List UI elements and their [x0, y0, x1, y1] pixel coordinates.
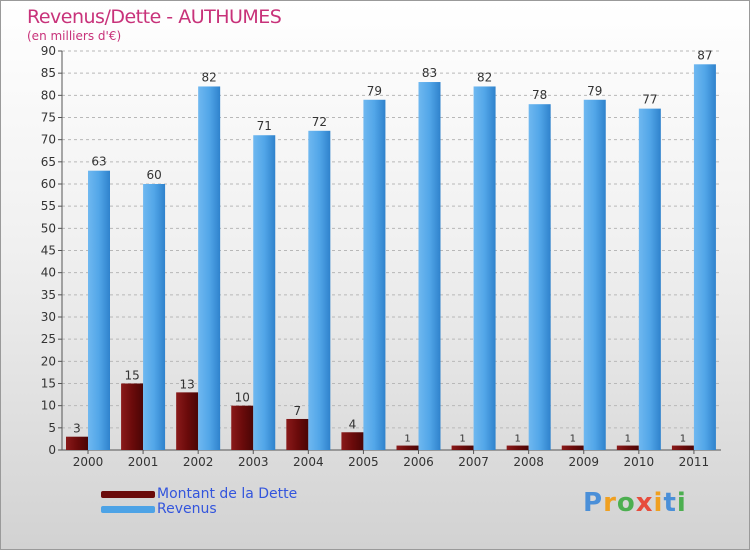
x-tick-label: 2004 [293, 455, 324, 469]
y-tick-label: 80 [41, 88, 56, 102]
data-label-dette: 3 [73, 422, 81, 436]
logo-letter: i [653, 488, 664, 518]
logo-letter: t [663, 488, 677, 518]
data-label-dette: 1 [625, 434, 631, 445]
data-label-dette: 15 [124, 369, 139, 383]
legend-label-dette: Montant de la Dette [157, 486, 298, 502]
data-label-revenus: 79 [587, 84, 602, 98]
bar-revenus [143, 184, 166, 450]
proxiti-logo: Proxiti [583, 488, 687, 518]
x-tick-label: 2006 [403, 455, 434, 469]
y-tick-label: 70 [41, 133, 56, 147]
y-tick-label: 10 [41, 399, 56, 413]
y-tick-label: 20 [41, 354, 56, 368]
data-label-revenus: 87 [697, 48, 712, 62]
bar-revenus [418, 82, 441, 451]
y-tick-label: 60 [41, 177, 56, 191]
bar-dette [671, 445, 694, 450]
data-label-dette: 1 [459, 434, 465, 445]
x-tick-label: 2002 [183, 455, 214, 469]
data-label-revenus: 77 [642, 93, 657, 107]
y-tick-label: 65 [41, 155, 56, 169]
data-label-revenus: 60 [146, 168, 161, 182]
data-label-dette: 13 [180, 377, 195, 391]
legend: Montant de la Dette Revenus [101, 486, 361, 517]
bar-dette [396, 445, 419, 450]
x-tick-label: 2011 [679, 455, 710, 469]
bar-revenus [583, 99, 606, 451]
data-label-revenus: 79 [367, 84, 382, 98]
x-tick-label: 2007 [458, 455, 489, 469]
data-label-dette: 4 [349, 417, 357, 431]
bar-dette [66, 436, 88, 450]
data-label-revenus: 83 [422, 66, 437, 80]
logo-letter: x [635, 488, 654, 518]
y-tick-label: 25 [41, 332, 56, 346]
y-tick-label: 90 [41, 44, 56, 58]
x-tick-label: 2010 [624, 455, 655, 469]
data-label-revenus: 72 [312, 115, 327, 129]
data-label-dette: 1 [570, 434, 576, 445]
data-label-revenus: 82 [202, 70, 217, 84]
logo-letter: i [676, 488, 687, 518]
bar-dette [451, 445, 474, 450]
y-tick-label: 75 [41, 111, 56, 125]
y-tick-label: 35 [41, 288, 56, 302]
data-label-dette: 1 [680, 434, 686, 445]
data-label-dette: 7 [294, 404, 302, 418]
x-tick-label: 2008 [513, 455, 544, 469]
bar-revenus [473, 86, 496, 450]
x-tick-label: 2000 [73, 455, 104, 469]
x-tick-label: 2003 [238, 455, 269, 469]
data-label-dette: 10 [235, 391, 250, 405]
bar-dette [176, 392, 199, 450]
legend-item-revenus: Revenus [101, 501, 361, 517]
y-tick-label: 85 [41, 66, 56, 80]
bar-dette [341, 432, 364, 450]
x-tick-label: 2009 [568, 455, 599, 469]
y-tick-label: 0 [48, 443, 56, 457]
bar-dette [506, 445, 529, 450]
chart-subtitle: (en milliers d'€) [27, 29, 122, 43]
logo-letter: o [616, 488, 636, 518]
bar-dette [121, 383, 144, 450]
data-label-revenus: 82 [477, 70, 492, 84]
bar-revenus [88, 170, 110, 450]
logo-letter: P [583, 488, 604, 518]
bar-revenus [253, 135, 276, 450]
legend-swatch-dette [101, 491, 155, 498]
bar-dette [231, 405, 254, 450]
legend-item-dette: Montant de la Dette [101, 486, 361, 502]
y-tick-label: 55 [41, 199, 56, 213]
data-label-dette: 1 [514, 434, 520, 445]
bar-dette [561, 445, 584, 450]
bar-dette [286, 418, 309, 450]
y-tick-label: 15 [41, 377, 56, 391]
legend-label-revenus: Revenus [157, 501, 217, 517]
bar-revenus [693, 64, 716, 451]
bar-revenus [198, 86, 221, 450]
y-tick-label: 30 [41, 310, 56, 324]
y-tick-label: 45 [41, 244, 56, 258]
y-tick-label: 5 [48, 421, 56, 435]
x-tick-label: 2005 [348, 455, 379, 469]
y-tick-label: 50 [41, 221, 56, 235]
y-tick-label: 40 [41, 266, 56, 280]
bar-revenus [528, 104, 551, 450]
bar-revenus [363, 99, 386, 451]
bar-revenus [308, 130, 331, 451]
logo-letter: r [603, 488, 617, 518]
bar-revenus [638, 108, 661, 450]
x-tick-label: 2001 [128, 455, 159, 469]
chart-title: Revenus/Dette - AUTHUMES [27, 6, 282, 28]
bar-dette [616, 445, 639, 450]
data-label-revenus: 78 [532, 88, 547, 102]
data-label-revenus: 71 [257, 119, 272, 133]
legend-swatch-revenus [101, 506, 155, 513]
data-label-revenus: 63 [91, 155, 106, 169]
data-label-dette: 1 [404, 434, 410, 445]
